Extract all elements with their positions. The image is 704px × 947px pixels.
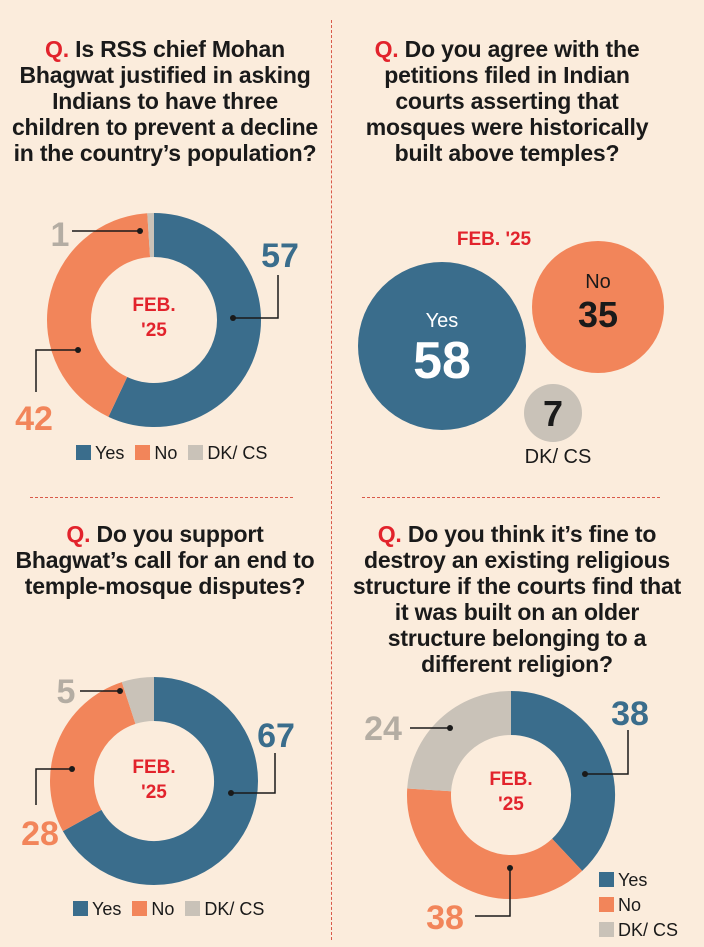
donut-segment-yes bbox=[108, 213, 261, 427]
donut-4-segments bbox=[407, 691, 615, 899]
donut-segment-yes bbox=[510, 691, 615, 871]
donut-segment-yes bbox=[62, 677, 258, 885]
bubble-yes bbox=[358, 262, 526, 430]
vertical-divider bbox=[331, 20, 332, 940]
legend-item-yes: Yes bbox=[76, 443, 124, 463]
leader-dot-yes-3 bbox=[228, 790, 234, 796]
donut-3-center-label-line1: FEB. bbox=[132, 757, 175, 778]
legend-item-dk: DK/ CS bbox=[188, 443, 267, 463]
donut-3-center-label-line2: '25 bbox=[141, 782, 167, 803]
donut-segment-no bbox=[47, 213, 151, 417]
question-2: Q. Do you agree with the petitions filed… bbox=[352, 36, 662, 166]
bubble-chart-2: FEB. '25 Yes 58 No 35 7 DK/ CS bbox=[358, 229, 664, 468]
value-label-no-4: 38 bbox=[426, 899, 464, 937]
donut-4-center-label-line2: '25 bbox=[498, 794, 524, 815]
leader-dot-dk-1 bbox=[137, 228, 143, 234]
question-4: Q. Do you think it’s fine to destroy an … bbox=[352, 521, 682, 677]
donut-segment-dk bbox=[121, 677, 155, 725]
question-1-text: Is RSS chief Mohan Bhagwat justified in … bbox=[11, 36, 319, 166]
leader-dot-yes-1 bbox=[230, 315, 236, 321]
legend-item-no: No bbox=[135, 443, 177, 463]
legend-yes-label: Yes bbox=[95, 443, 125, 463]
leader-dot-no-4 bbox=[507, 865, 513, 871]
question-1: Q. Is RSS chief Mohan Bhagwat justified … bbox=[10, 36, 320, 166]
legend-item-no: No bbox=[599, 895, 678, 916]
bubble-dk bbox=[524, 384, 582, 442]
donut-3-segments bbox=[50, 677, 258, 885]
bubble-yes-value: 58 bbox=[413, 332, 471, 390]
legend-3: Yes No DK/ CS bbox=[73, 899, 270, 920]
bubble-dk-category: DK/ CS bbox=[525, 446, 592, 468]
leader-line-no-1 bbox=[35, 349, 78, 392]
legend-no-label: No bbox=[151, 899, 175, 919]
donut-1-center-label-line1: FEB. bbox=[132, 295, 175, 316]
leader-line-yes-1 bbox=[233, 275, 279, 319]
donut-segment-no bbox=[50, 682, 137, 832]
horizontal-divider-right bbox=[362, 497, 660, 498]
value-label-dk-3: 5 bbox=[57, 673, 76, 711]
legend-4: Yes No DK/ CS bbox=[599, 870, 678, 945]
value-label-dk-4: 24 bbox=[364, 710, 402, 748]
legend-item-yes: Yes bbox=[73, 899, 121, 919]
donut-4-center-label-line1: FEB. bbox=[489, 769, 532, 790]
leader-line-no-3 bbox=[35, 768, 72, 805]
question-1-prefix: Q. bbox=[45, 36, 69, 62]
legend-yes-label: Yes bbox=[92, 899, 122, 919]
value-label-yes-3: 67 bbox=[257, 717, 295, 755]
leader-dot-dk-3 bbox=[117, 688, 123, 694]
question-3-prefix: Q. bbox=[66, 521, 91, 547]
legend-yes-label: Yes bbox=[618, 870, 648, 890]
donut-chart-3: FEB. '25 67 28 5 bbox=[21, 673, 295, 885]
leader-line-no-4 bbox=[475, 868, 511, 917]
value-label-no-3: 28 bbox=[21, 815, 59, 853]
value-label-dk-1: 1 bbox=[51, 216, 70, 254]
value-label-yes-1: 57 bbox=[261, 237, 299, 275]
legend-no-label: No bbox=[618, 895, 642, 915]
donut-1-center-label-line2: '25 bbox=[141, 320, 167, 341]
legend-dk-label: DK/ CS bbox=[618, 920, 679, 940]
bubble-yes-category: Yes bbox=[426, 310, 459, 332]
value-label-yes-4: 38 bbox=[611, 695, 649, 733]
donut-chart-1: FEB. '25 57 42 1 bbox=[15, 213, 299, 438]
legend-no-label: No bbox=[154, 443, 178, 463]
leader-dot-no-3 bbox=[69, 766, 75, 772]
bubble-no-value: 35 bbox=[578, 294, 618, 335]
question-4-prefix: Q. bbox=[377, 521, 402, 547]
question-2-text: Do you agree with the petitions filed in… bbox=[365, 36, 649, 166]
value-label-no-1: 42 bbox=[15, 400, 53, 438]
legend-item-yes: Yes bbox=[599, 870, 678, 891]
donut-segment-no bbox=[407, 788, 583, 899]
question-4-text: Do you think it’s fine to destroy an exi… bbox=[352, 521, 682, 677]
leader-dot-no-1 bbox=[75, 347, 81, 353]
donut-1-segments bbox=[47, 213, 261, 427]
legend-item-dk: DK/ CS bbox=[599, 920, 678, 941]
bubble-no-category: No bbox=[585, 271, 611, 293]
question-2-prefix: Q. bbox=[374, 36, 399, 62]
bubble-no bbox=[532, 241, 664, 373]
legend-dk-label: DK/ CS bbox=[204, 899, 265, 919]
legend-item-no: No bbox=[132, 899, 174, 919]
bubble-period-label: FEB. '25 bbox=[457, 229, 532, 250]
legend-item-dk: DK/ CS bbox=[185, 899, 264, 919]
leader-dot-yes-4 bbox=[582, 771, 588, 777]
donut-segment-dk bbox=[407, 691, 512, 793]
donut-chart-4: FEB. '25 38 38 24 bbox=[364, 691, 649, 937]
bubble-dk-value: 7 bbox=[543, 393, 563, 434]
question-3: Q. Do you support Bhagwat’s call for an … bbox=[10, 521, 320, 599]
question-3-text: Do you support Bhagwat’s call for an end… bbox=[15, 521, 315, 599]
leader-dot-dk-4 bbox=[447, 725, 453, 731]
legend-1: Yes No DK/ CS bbox=[76, 443, 273, 464]
leader-line-yes-3 bbox=[231, 753, 276, 794]
legend-dk-label: DK/ CS bbox=[207, 443, 268, 463]
leader-line-yes-4 bbox=[585, 730, 629, 775]
horizontal-divider-left bbox=[30, 497, 293, 498]
